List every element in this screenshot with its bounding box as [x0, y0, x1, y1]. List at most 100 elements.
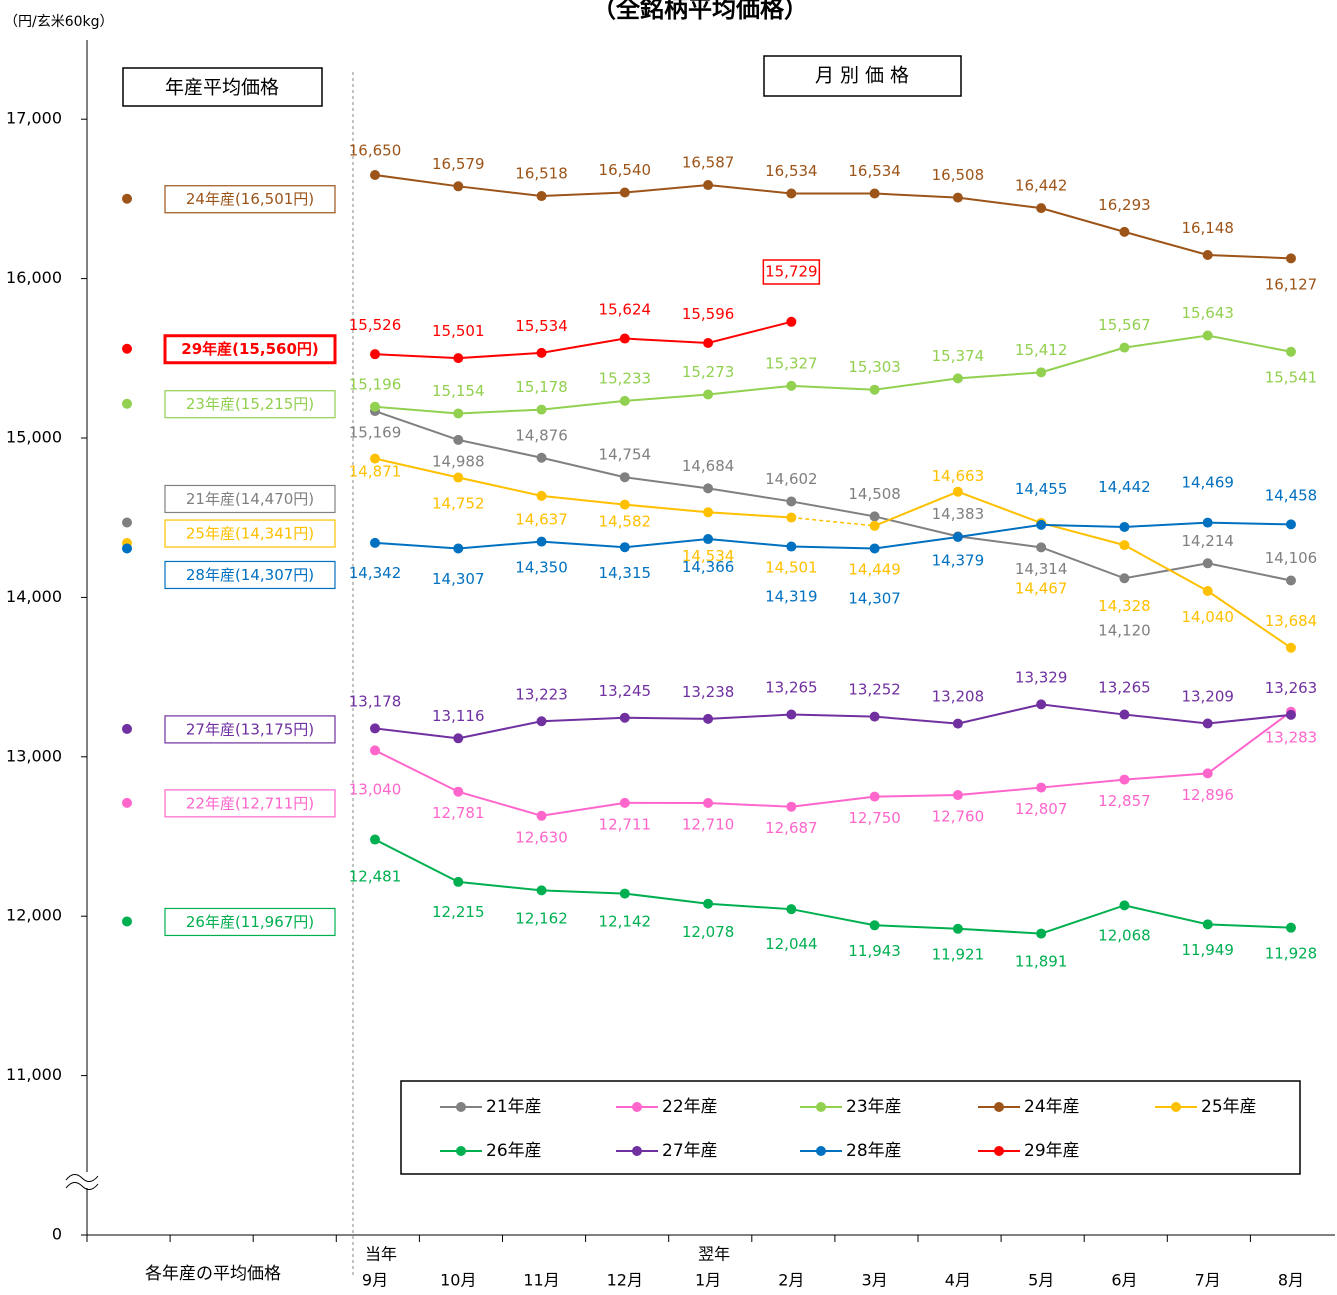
- value-label: 13,245: [599, 682, 652, 700]
- value-label: 15,412: [1015, 341, 1068, 359]
- value-label: 12,162: [515, 909, 568, 927]
- value-label: 15,327: [765, 354, 818, 372]
- series-line: [791, 516, 875, 527]
- value-label: 14,350: [515, 559, 568, 577]
- data-point: [1036, 542, 1047, 553]
- data-point: [703, 507, 714, 518]
- axis-break: [65, 1174, 99, 1182]
- average-box: [163, 334, 337, 365]
- y-unit: （円/玄米60kg）: [4, 13, 114, 30]
- average-label: 23年産(15,215円): [186, 395, 314, 413]
- value-label: 12,857: [1098, 792, 1151, 810]
- average-label: 22年産(12,711円): [186, 794, 314, 812]
- value-label: 16,508: [932, 166, 985, 184]
- value-label: 12,896: [1181, 786, 1234, 804]
- x-tick-label: 3月: [862, 1271, 888, 1290]
- value-label: 14,582: [599, 513, 652, 531]
- value-label: 15,526: [349, 316, 402, 334]
- series-line: [374, 457, 792, 519]
- value-label: 13,040: [349, 781, 402, 799]
- value-label: 15,501: [432, 322, 485, 340]
- average-box: [164, 789, 336, 818]
- data-point: [1202, 558, 1213, 569]
- average-box: [164, 560, 336, 590]
- value-label: 14,988: [432, 452, 485, 470]
- average-box: [164, 484, 336, 514]
- data-point: [1036, 782, 1047, 793]
- value-label: 13,208: [932, 688, 985, 706]
- average-point: [122, 797, 132, 808]
- data-point: [619, 187, 630, 198]
- legend-marker: [456, 1102, 466, 1112]
- data-point: [1119, 521, 1130, 532]
- legend-label: 26年産: [486, 1141, 542, 1161]
- value-label: 14,449: [848, 560, 901, 578]
- data-point: [370, 169, 380, 180]
- value-label: 14,442: [1098, 478, 1151, 496]
- data-point: [619, 888, 630, 899]
- value-label: 14,328: [1098, 597, 1151, 615]
- y-tick-label: 16,000: [6, 268, 62, 287]
- data-point: [869, 520, 880, 531]
- data-point: [1119, 709, 1130, 720]
- legend-label: 29年産: [1024, 1141, 1080, 1161]
- data-point: [619, 712, 630, 723]
- value-label: 14,379: [932, 552, 985, 570]
- value-label: 12,078: [682, 923, 735, 941]
- data-point: [370, 401, 380, 412]
- legend-box: [400, 1080, 1301, 1175]
- legend-marker: [994, 1146, 1004, 1156]
- axis-break: [76, 1172, 98, 1188]
- average-label: 25年産(14,341円): [186, 525, 314, 543]
- data-point: [536, 716, 547, 727]
- x-tick-label: 8月: [1278, 1271, 1304, 1290]
- series-line: [374, 703, 1292, 740]
- data-point: [619, 472, 630, 483]
- value-label: 16,587: [682, 154, 735, 172]
- data-point: [703, 180, 714, 191]
- data-point: [536, 490, 547, 501]
- data-point: [1285, 519, 1296, 530]
- data-point: [370, 453, 380, 464]
- y-tick-label: 13,000: [6, 746, 62, 765]
- data-point: [536, 885, 547, 896]
- data-point: [1119, 573, 1130, 584]
- average-point: [122, 193, 132, 204]
- average-box: [164, 185, 336, 214]
- data-point: [703, 483, 714, 494]
- average-label: 28年産(14,307円): [186, 566, 314, 584]
- header-box: [763, 55, 962, 97]
- value-label: 13,265: [765, 679, 818, 697]
- data-point: [1036, 367, 1047, 378]
- series-line: [374, 521, 1291, 550]
- data-point: [536, 810, 547, 821]
- value-label: 11,928: [1265, 945, 1318, 963]
- average-label: 26年産(11,967円): [186, 913, 314, 931]
- data-point: [869, 384, 880, 395]
- data-point: [453, 408, 464, 419]
- value-label: 14,214: [1181, 532, 1234, 550]
- data-point: [536, 452, 547, 463]
- data-point: [1202, 586, 1213, 597]
- value-label: 14,307: [848, 590, 901, 608]
- value-label: 13,178: [349, 693, 402, 711]
- data-point: [370, 723, 380, 734]
- value-label: 16,579: [432, 155, 485, 173]
- data-point: [703, 337, 714, 348]
- axis-break: [65, 1182, 99, 1190]
- data-point: [1285, 922, 1296, 933]
- x-tick-label: 7月: [1195, 1271, 1221, 1290]
- value-label: 13,265: [1098, 679, 1151, 697]
- average-label: 21年産(14,470円): [186, 490, 314, 508]
- series-line: [374, 710, 1292, 817]
- data-point: [453, 733, 464, 744]
- value-label: 11,921: [932, 946, 985, 964]
- data-point: [453, 353, 464, 364]
- average-label: 29年産(15,560円): [181, 340, 318, 358]
- data-point: [1119, 342, 1130, 353]
- value-label: 14,455: [1015, 480, 1068, 498]
- data-point: [703, 534, 714, 545]
- x-tick-label: 11月: [523, 1271, 559, 1290]
- data-point: [952, 192, 963, 203]
- legend-marker: [994, 1102, 1004, 1112]
